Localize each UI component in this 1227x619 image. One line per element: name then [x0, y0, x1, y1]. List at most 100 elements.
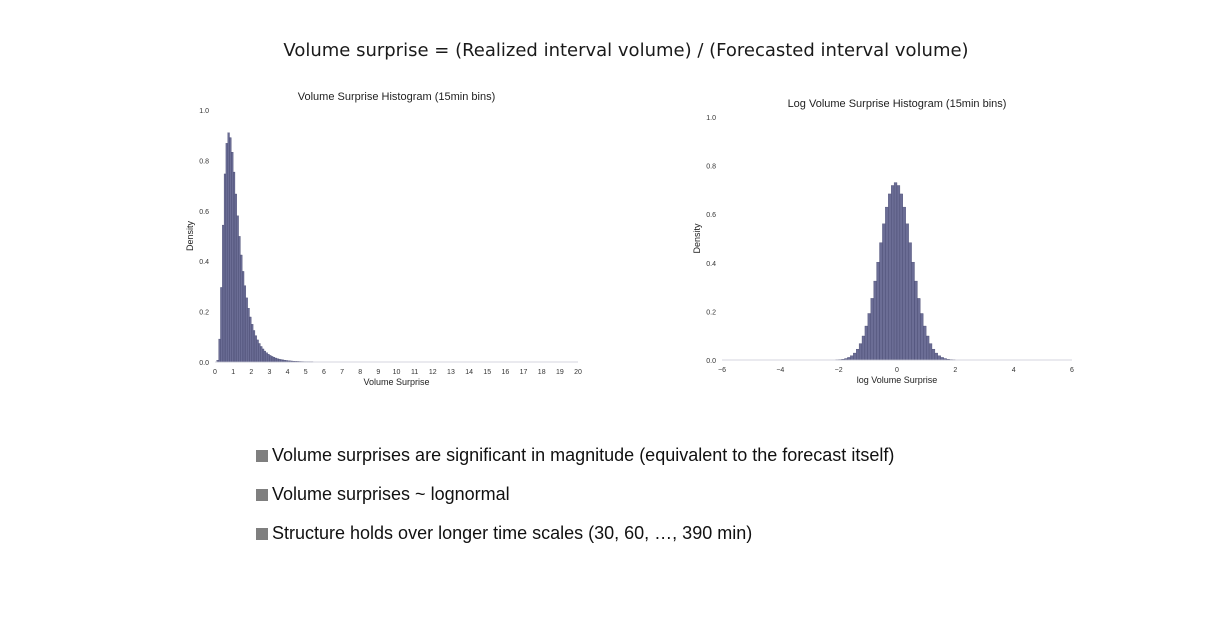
chart-title: Volume Surprise Histogram (15min bins)	[298, 91, 495, 103]
histogram-bar	[231, 152, 234, 363]
histogram-bar	[914, 280, 918, 361]
histogram-bar	[885, 206, 889, 361]
volume-surprise-histogram-svg: Volume Surprise Histogram (15min bins) 0.…	[185, 91, 582, 387]
histogram-bars	[835, 182, 956, 361]
x-tick-label: 0	[213, 369, 217, 376]
histogram-bar	[254, 335, 257, 363]
histogram-bar	[917, 298, 921, 361]
histogram-bar	[229, 137, 232, 363]
histogram-bar	[879, 242, 883, 361]
histogram-bar	[243, 285, 247, 363]
histogram-bar	[861, 335, 866, 361]
histogram-bar	[902, 206, 906, 361]
histogram-bar	[920, 313, 924, 361]
histogram-bar	[265, 352, 268, 363]
y-tick-label: 0.6	[706, 212, 716, 219]
histogram-bar	[853, 352, 857, 361]
x-tick-label: 5	[304, 369, 308, 376]
bullet-text: Volume surprises are significant in magn…	[272, 445, 895, 465]
histogram-bar	[271, 356, 274, 363]
histogram-bar	[864, 325, 868, 361]
y-tick-label: 0.0	[199, 360, 209, 367]
histogram-bar	[882, 223, 886, 361]
histogram-bar	[858, 343, 863, 361]
x-tick-label: 6	[322, 369, 326, 376]
x-axis-label: Volume Surprise	[363, 377, 429, 387]
histogram-bar	[272, 357, 276, 363]
x-tick-label: 4	[286, 369, 290, 376]
y-tick-label: 0.0	[706, 358, 716, 365]
histogram-bar	[222, 224, 225, 363]
chart-title: Log Volume Surprise Histogram (15min bin…	[788, 98, 1007, 110]
histogram-bar	[223, 173, 227, 363]
y-tick-label: 0.2	[199, 310, 209, 317]
volume-surprise-histogram: Volume Surprise Histogram (15min bins) 0.…	[180, 91, 590, 392]
histogram-bars	[216, 132, 314, 363]
histogram-bar	[876, 261, 880, 361]
x-tick-label: 15	[483, 369, 491, 376]
histogram-bar	[260, 346, 263, 363]
histogram-bar	[934, 352, 938, 361]
histogram-bar	[856, 348, 860, 361]
histogram-bar	[234, 193, 237, 363]
histogram-bar	[899, 193, 903, 361]
x-tick-label: 6	[1070, 367, 1074, 374]
x-tick-label: 14	[465, 369, 473, 376]
log-volume-surprise-histogram-svg: Log Volume Surprise Histogram (15min bin…	[692, 98, 1074, 385]
x-tick-label: −6	[718, 367, 726, 374]
histogram-bar	[245, 297, 248, 363]
histogram-bar	[893, 182, 898, 361]
histogram-bar	[238, 236, 241, 363]
bullet-square-icon	[256, 527, 268, 540]
x-tick-label: 13	[447, 369, 455, 376]
x-tick-label: 16	[502, 369, 510, 376]
x-tick-label: 7	[340, 369, 344, 376]
x-tick-label: 2	[249, 369, 253, 376]
x-tick-label: 9	[376, 369, 380, 376]
y-axis-label: Density	[185, 220, 195, 251]
histogram-bar	[242, 271, 245, 363]
histogram-bar	[269, 355, 272, 363]
x-tick-label: 19	[556, 369, 564, 376]
histogram-bar	[278, 358, 281, 363]
histogram-bar	[896, 185, 901, 361]
histogram-bar	[926, 335, 930, 361]
histogram-bar	[233, 171, 236, 363]
bullet-text: Structure holds over longer time scales …	[272, 523, 753, 543]
histogram-bar	[937, 355, 941, 361]
bullet-item: Volume surprises ~ lognormal	[256, 475, 894, 514]
x-tick-label: −4	[776, 367, 784, 374]
x-axis-label: log Volume Surprise	[857, 375, 938, 385]
x-tick-label: −2	[835, 367, 843, 374]
histogram-bar	[276, 358, 279, 363]
histogram-bar	[908, 242, 912, 361]
bullet-text: Volume surprises ~ lognormal	[272, 484, 510, 504]
x-tick-label: 10	[393, 369, 401, 376]
histogram-bar	[888, 193, 892, 361]
bullet-list: Volume surprises are significant in magn…	[256, 436, 894, 553]
histogram-bar	[923, 325, 927, 361]
histogram-bar	[225, 143, 228, 363]
x-tick-label: 20	[574, 369, 582, 376]
histogram-bar	[256, 339, 259, 363]
y-tick-label: 0.2	[706, 309, 716, 316]
histogram-bar	[873, 280, 877, 361]
histogram-bar	[227, 132, 230, 363]
histogram-bar	[220, 287, 223, 363]
histogram-bar	[258, 343, 261, 363]
x-tick-label: 11	[411, 369, 418, 376]
x-tick-label: 0	[895, 367, 899, 374]
histogram-bar	[249, 316, 252, 363]
y-tick-label: 1.0	[199, 108, 209, 115]
histogram-bar	[262, 348, 265, 363]
y-tick-label: 0.6	[199, 209, 209, 216]
histogram-bar	[274, 357, 277, 363]
x-tick-label: 2	[953, 367, 957, 374]
histogram-bar	[267, 354, 270, 363]
x-tick-label: 12	[429, 369, 437, 376]
y-tick-label: 1.0	[706, 115, 716, 122]
histogram-bar	[870, 298, 874, 361]
histogram-bar	[240, 254, 243, 363]
bullet-item: Volume surprises are significant in magn…	[256, 436, 894, 475]
histogram-bar	[891, 185, 895, 361]
